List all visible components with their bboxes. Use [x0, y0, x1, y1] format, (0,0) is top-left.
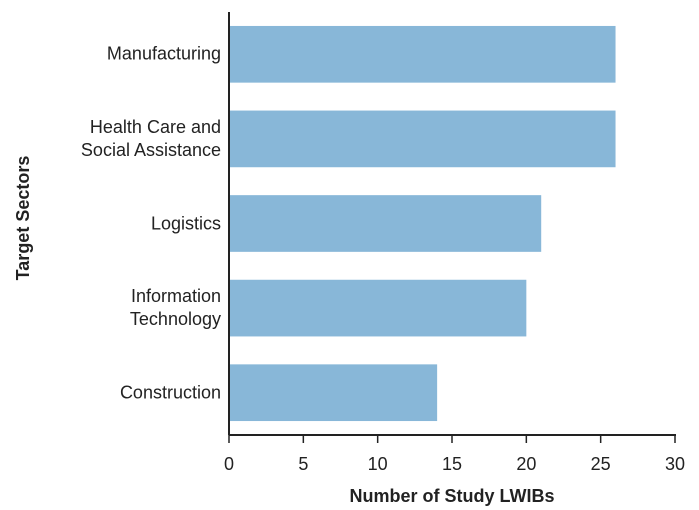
y-tick-label: Logistics	[150, 213, 221, 233]
x-tick-label: 0	[224, 454, 234, 474]
x-tick-label: 15	[442, 454, 462, 474]
x-tick-label: 10	[368, 454, 388, 474]
bar	[229, 110, 616, 168]
bar	[229, 25, 616, 83]
y-tick-label: Manufacturing	[106, 43, 221, 64]
y-tick-label: Construction	[119, 382, 221, 403]
bar	[229, 279, 527, 337]
x-tick-label: 25	[591, 454, 611, 474]
y-tick-label: Information Technology	[129, 286, 221, 330]
x-tick-label: 30	[665, 454, 685, 474]
x-tick-label: 5	[298, 454, 308, 474]
bar	[229, 195, 542, 252]
bar	[229, 364, 438, 422]
x-axis-title: Number of Study LWIBs	[349, 486, 554, 506]
y-axis-title: Target Sectors	[13, 156, 33, 281]
y-tick-label: Health Care and Social Assistance	[80, 116, 221, 160]
x-tick-label: 20	[516, 454, 536, 474]
